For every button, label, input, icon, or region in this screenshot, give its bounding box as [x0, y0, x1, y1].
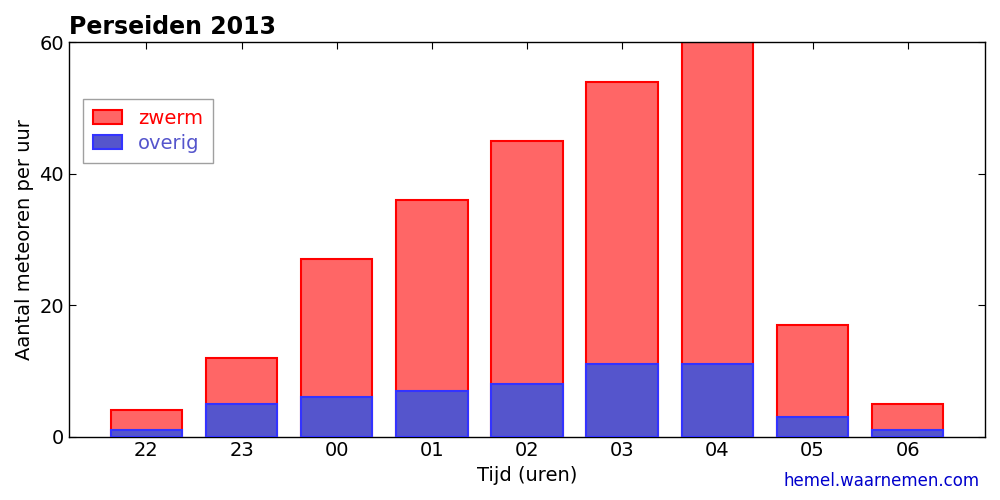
Legend: zwerm, overig: zwerm, overig — [83, 100, 213, 162]
Bar — [491, 384, 563, 436]
Bar — [682, 42, 753, 436]
Y-axis label: Aantal meteoren per uur: Aantal meteoren per uur — [15, 119, 34, 360]
Bar — [111, 410, 182, 436]
X-axis label: Tijd (uren): Tijd (uren) — [477, 466, 577, 485]
Bar — [777, 325, 848, 436]
Bar — [206, 404, 277, 436]
Bar — [111, 430, 182, 436]
Bar — [301, 259, 372, 436]
Bar — [396, 390, 468, 436]
Bar — [206, 358, 277, 436]
Bar — [586, 82, 658, 436]
Text: hemel.waarnemen.com: hemel.waarnemen.com — [784, 472, 980, 490]
Bar — [872, 404, 943, 436]
Bar — [872, 430, 943, 436]
Bar — [301, 397, 372, 436]
Bar — [586, 364, 658, 436]
Bar — [491, 141, 563, 436]
Bar — [396, 200, 468, 436]
Bar — [777, 417, 848, 436]
Text: Perseiden 2013: Perseiden 2013 — [69, 15, 276, 39]
Bar — [682, 364, 753, 436]
